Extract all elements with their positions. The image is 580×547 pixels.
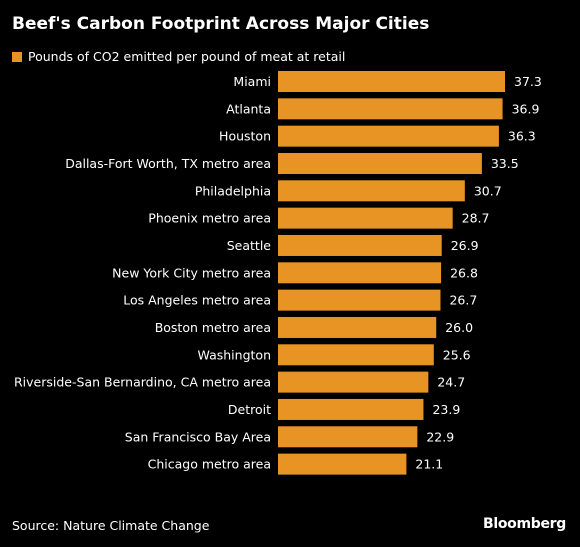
category-label-12: Detroit	[228, 402, 271, 417]
legend-swatch	[12, 51, 22, 62]
category-label-9: Boston metro area	[155, 320, 271, 335]
bar-14	[278, 453, 407, 475]
bar-8	[278, 289, 441, 311]
category-label-7: New York City metro area	[112, 265, 271, 280]
bar-2	[278, 125, 499, 147]
bar-3	[278, 152, 482, 174]
value-label-3: 33.5	[491, 156, 519, 171]
category-label-11: Riverside-San Bernardino, CA metro area	[14, 375, 271, 390]
legend: Pounds of CO2 emitted per pound of meat …	[12, 49, 345, 64]
bloomberg-logo: Bloomberg	[482, 516, 566, 532]
bar-12	[278, 398, 424, 420]
value-label-12: 23.9	[432, 402, 460, 417]
chart-title: Beef's Carbon Footprint Across Major Cit…	[12, 14, 430, 34]
bar-7	[278, 262, 442, 284]
value-label-1: 36.9	[512, 101, 540, 116]
category-label-3: Dallas-Fort Worth, TX metro area	[65, 156, 271, 171]
value-label-4: 30.7	[474, 183, 502, 198]
bar-0	[278, 71, 505, 92]
category-label-2: Houston	[219, 129, 271, 144]
bar-11	[278, 371, 429, 393]
source-note: Source: Nature Climate Change	[12, 518, 210, 533]
value-label-13: 22.9	[426, 429, 454, 444]
category-label-10: Washington	[198, 347, 271, 362]
value-label-5: 28.7	[462, 211, 490, 226]
category-label-13: San Francisco Bay Area	[125, 429, 271, 444]
legend-label: Pounds of CO2 emitted per pound of meat …	[28, 49, 346, 64]
category-label-1: Atlanta	[226, 101, 271, 116]
value-label-9: 26.0	[445, 320, 473, 335]
value-label-0: 37.3	[514, 74, 542, 89]
category-label-4: Philadelphia	[195, 183, 271, 198]
value-label-8: 26.7	[449, 293, 477, 308]
bar-1	[278, 98, 503, 120]
value-label-7: 26.8	[450, 265, 478, 280]
category-label-14: Chicago metro area	[148, 457, 271, 472]
bar-13	[278, 426, 418, 448]
value-label-6: 26.9	[451, 238, 479, 253]
bar-10	[278, 344, 434, 366]
bar-9	[278, 316, 437, 338]
bar-6	[278, 234, 442, 256]
value-label-2: 36.3	[508, 129, 536, 144]
category-label-0: Miami	[233, 74, 271, 89]
value-label-14: 21.1	[415, 457, 443, 472]
category-label-5: Phoenix metro area	[148, 211, 271, 226]
bar-5	[278, 207, 453, 229]
category-label-6: Seattle	[227, 238, 272, 253]
value-label-11: 24.7	[437, 375, 465, 390]
bar-4	[278, 180, 465, 202]
value-label-10: 25.6	[443, 347, 471, 362]
category-label-8: Los Angeles metro area	[123, 293, 271, 308]
